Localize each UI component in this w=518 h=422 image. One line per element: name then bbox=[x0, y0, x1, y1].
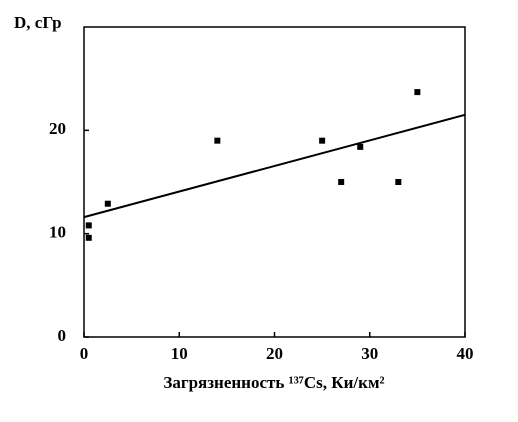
point bbox=[85, 234, 92, 241]
x-tick-label: 10 bbox=[171, 344, 188, 363]
point bbox=[85, 222, 92, 229]
y-tick-label: 0 bbox=[58, 326, 67, 345]
point bbox=[357, 143, 364, 150]
x-axis-label: Загрязненность ¹³⁷Cs, Ки/км² bbox=[163, 373, 384, 392]
x-tick-label: 20 bbox=[266, 344, 283, 363]
x-tick-label: 40 bbox=[457, 344, 474, 363]
point bbox=[414, 89, 421, 96]
y-axis-label: D, сГр bbox=[14, 13, 62, 32]
point bbox=[104, 200, 111, 207]
point bbox=[319, 137, 326, 144]
x-tick-label: 0 bbox=[80, 344, 89, 363]
point bbox=[214, 137, 221, 144]
plot-frame bbox=[83, 26, 466, 338]
y-tick-label: 20 bbox=[49, 119, 66, 138]
x-tick-label: 30 bbox=[361, 344, 378, 363]
y-tick-label: 10 bbox=[49, 223, 66, 242]
trend-line bbox=[83, 113, 466, 219]
point bbox=[395, 179, 402, 185]
point bbox=[338, 179, 345, 185]
